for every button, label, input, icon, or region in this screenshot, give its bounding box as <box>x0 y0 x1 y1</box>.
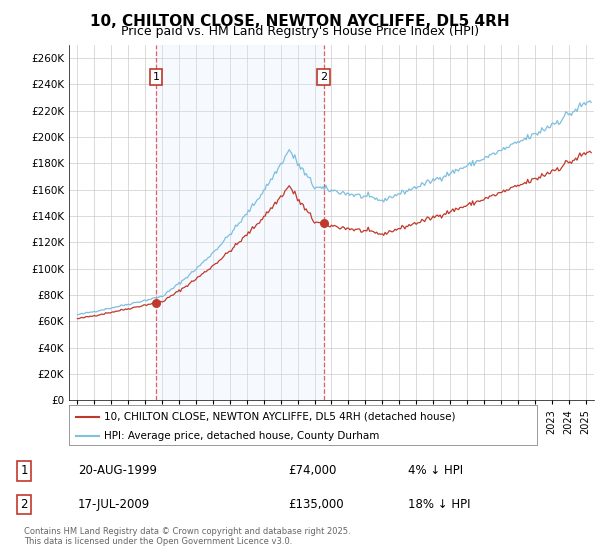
Text: Contains HM Land Registry data © Crown copyright and database right 2025.
This d: Contains HM Land Registry data © Crown c… <box>24 526 350 546</box>
Text: 1: 1 <box>152 72 160 82</box>
Text: 1: 1 <box>20 464 28 478</box>
Text: £135,000: £135,000 <box>288 498 344 511</box>
Text: 4% ↓ HPI: 4% ↓ HPI <box>408 464 463 478</box>
Text: 18% ↓ HPI: 18% ↓ HPI <box>408 498 470 511</box>
Bar <box>156 45 324 400</box>
Text: £74,000: £74,000 <box>288 464 337 478</box>
Text: HPI: Average price, detached house, County Durham: HPI: Average price, detached house, Coun… <box>104 431 379 441</box>
Text: Price paid vs. HM Land Registry's House Price Index (HPI): Price paid vs. HM Land Registry's House … <box>121 25 479 38</box>
Text: 2: 2 <box>20 498 28 511</box>
Text: 10, CHILTON CLOSE, NEWTON AYCLIFFE, DL5 4RH (detached house): 10, CHILTON CLOSE, NEWTON AYCLIFFE, DL5 … <box>104 412 455 422</box>
Text: 20-AUG-1999: 20-AUG-1999 <box>78 464 157 478</box>
Point <box>319 218 329 227</box>
Text: 2: 2 <box>320 72 327 82</box>
Point <box>151 298 161 307</box>
Text: 17-JUL-2009: 17-JUL-2009 <box>78 498 150 511</box>
Text: 10, CHILTON CLOSE, NEWTON AYCLIFFE, DL5 4RH: 10, CHILTON CLOSE, NEWTON AYCLIFFE, DL5 … <box>90 14 510 29</box>
